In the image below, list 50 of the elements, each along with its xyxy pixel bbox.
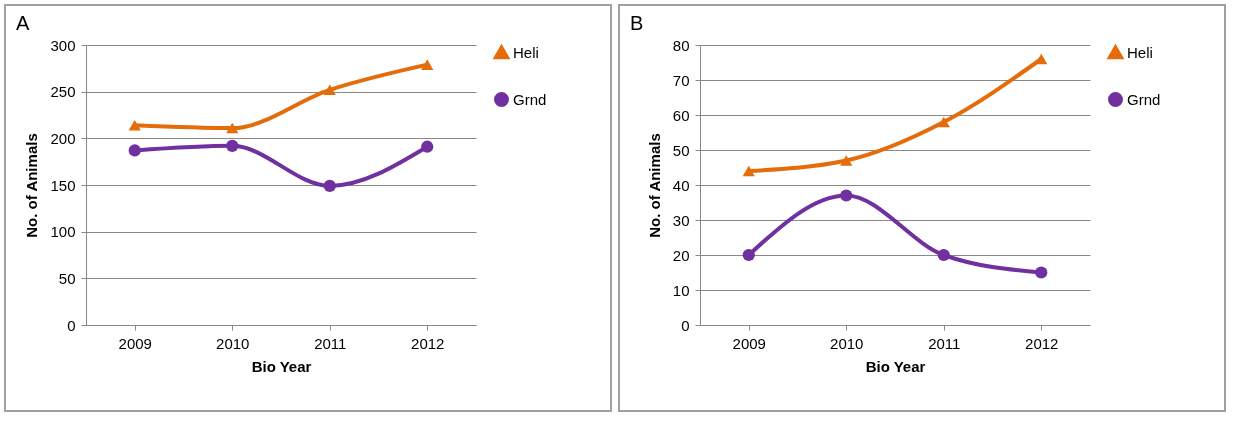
point (226, 139, 239, 152)
y-tick-label: 50 (672, 141, 690, 159)
text: A (16, 12, 30, 34)
legend-label: Grnd (1127, 90, 1161, 108)
y-tick-label: 50 (58, 269, 76, 287)
y-tick-label: 0 (67, 316, 76, 334)
x-axis-title: Bio Year (865, 357, 926, 375)
y-tick-label: 40 (672, 176, 690, 194)
y-tick-label: 150 (50, 176, 76, 194)
legend-label: Grnd (513, 90, 547, 108)
x-tick-label: 2010 (216, 334, 250, 352)
legend-label: Heli (1127, 43, 1153, 61)
point (1035, 53, 1048, 65)
y-tick-label: 100 (50, 223, 76, 241)
x-tick-label: 2012 (1025, 334, 1059, 352)
point (840, 155, 853, 166)
y-tick-label: 80 (672, 36, 690, 54)
point (742, 165, 755, 177)
x-tick-label: 2009 (118, 334, 152, 352)
point (421, 140, 434, 153)
y-tick-label: 200 (50, 129, 76, 147)
point (421, 59, 434, 70)
x-tick-label: 2012 (411, 334, 445, 352)
point (937, 248, 950, 262)
x-tick-label: 2011 (928, 334, 961, 352)
y-tick-label: 0 (681, 316, 690, 334)
y-axis-title: No. of Animals (23, 133, 41, 238)
x-axis-title: Bio Year (251, 357, 312, 375)
x-tick-label: 2010 (830, 334, 864, 352)
point (128, 119, 141, 131)
y-tick-label: 300 (50, 36, 76, 54)
legend-label: Heli (513, 43, 539, 61)
point (840, 189, 853, 202)
point (323, 179, 336, 193)
y-tick-label: 30 (672, 211, 690, 229)
y-tick-label: 20 (672, 246, 690, 264)
x-tick-label: 2011 (314, 334, 347, 352)
y-tick-label: 70 (672, 71, 690, 89)
y-axis-title: No. of Animals (645, 133, 663, 238)
point (226, 122, 239, 134)
y-tick-label: 60 (672, 106, 690, 124)
x-tick-label: 2009 (732, 334, 766, 352)
point (742, 248, 755, 262)
point (323, 84, 336, 96)
y-tick-label: 10 (672, 281, 690, 299)
point (128, 144, 141, 157)
point (1035, 266, 1048, 279)
point (937, 116, 950, 128)
y-tick-label: 250 (50, 83, 76, 101)
text: B (630, 12, 644, 34)
